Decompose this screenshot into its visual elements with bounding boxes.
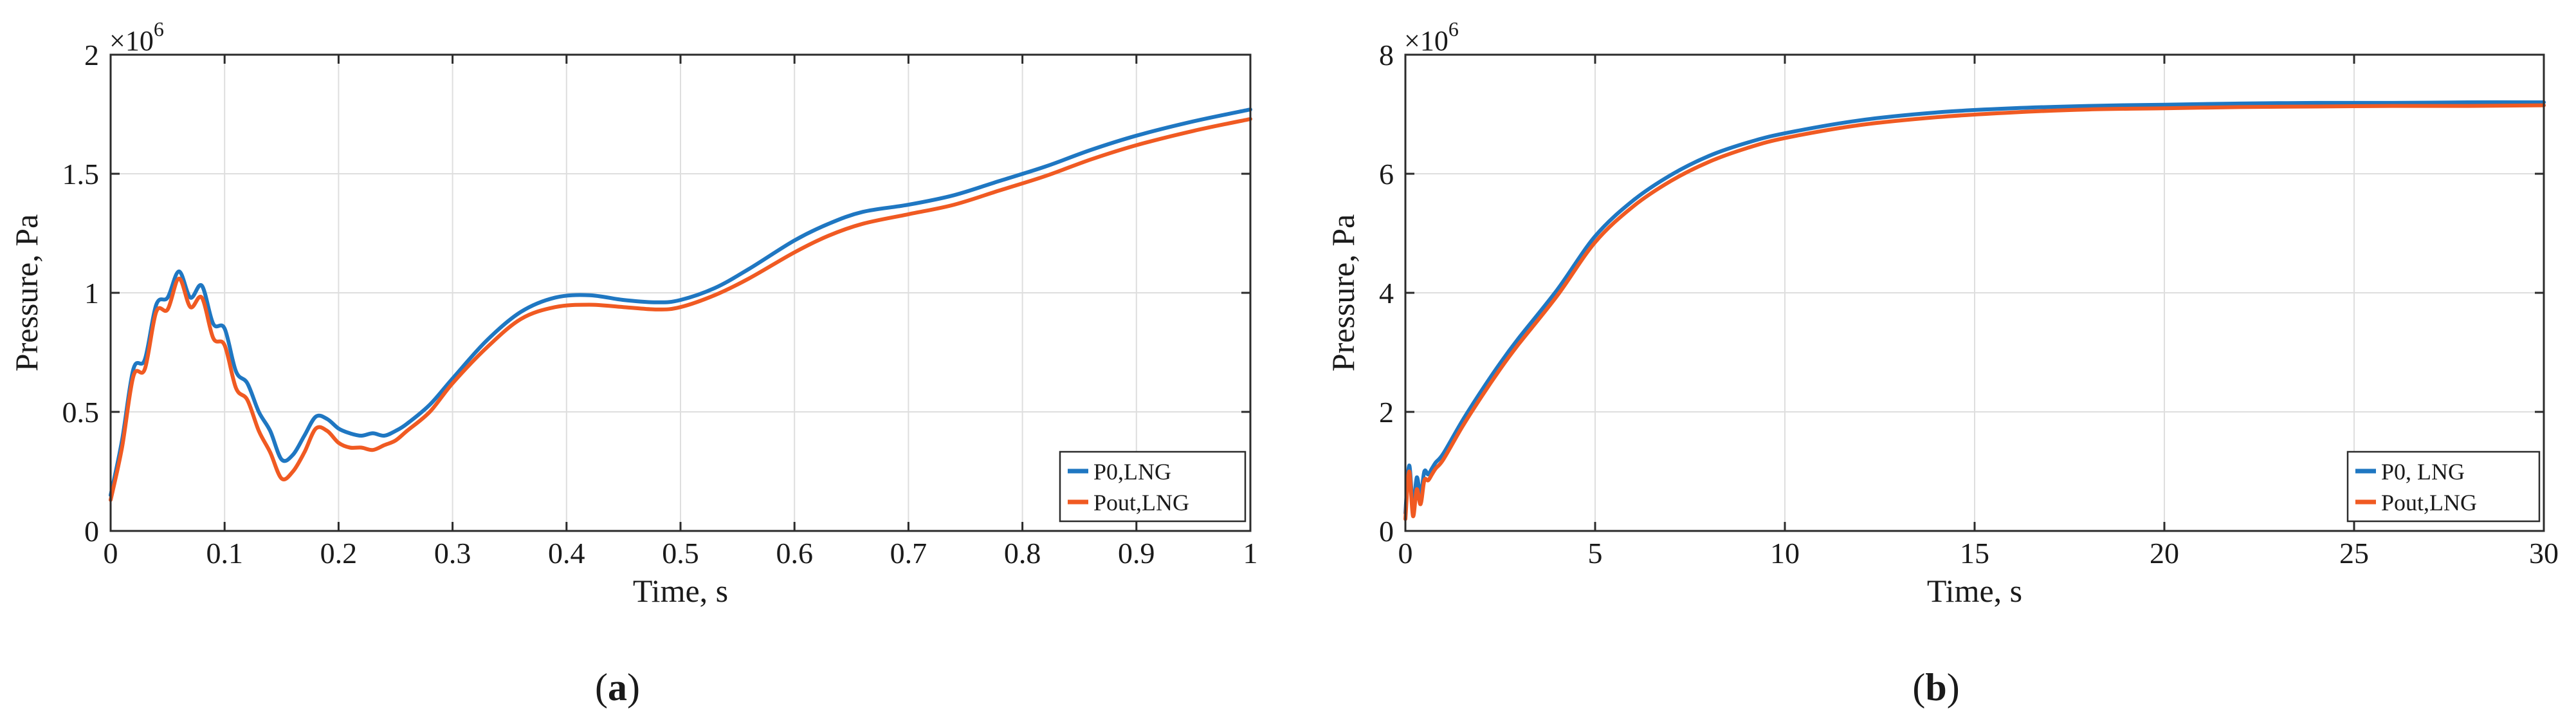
series-group-a — [109, 107, 1252, 502]
y-exponent-base-b: ×10 — [1404, 25, 1448, 57]
plot-frame-a — [109, 53, 1252, 532]
x-tick-label: 0.6 — [776, 537, 813, 570]
y-tick-label: 6 — [1379, 158, 1394, 190]
legend-label-pout-b: Pout,LNG — [2381, 490, 2477, 515]
series-line-p0-a — [109, 107, 1252, 497]
x-tick-label: 25 — [2339, 537, 2369, 570]
y-tick-label: 2 — [1379, 396, 1394, 429]
x-tick-label: 0.5 — [662, 537, 699, 570]
y-tick-label: 1.5 — [62, 158, 100, 190]
x-tick-label: 0.7 — [890, 537, 927, 570]
x-tick-label: 5 — [1588, 537, 1603, 570]
legend-box-a — [1059, 450, 1247, 523]
y-exponent-base-a: ×10 — [109, 25, 154, 57]
x-tick-label: 0.3 — [434, 537, 471, 570]
series-line-p0-b — [1403, 100, 2546, 515]
y-exponent-power-b: 6 — [1448, 17, 1459, 41]
x-tick-label: 0.2 — [320, 537, 358, 570]
caption-open-b: ( — [1912, 666, 1925, 709]
y-tick-labels-a: 0 0.5 1 1.5 2 — [62, 39, 100, 548]
caption-open-a: ( — [595, 666, 608, 709]
legend-box-b — [2346, 450, 2541, 523]
series-group-b — [1403, 100, 2546, 521]
caption-close-a: ) — [627, 666, 640, 709]
y-tick-label: 0 — [84, 515, 99, 548]
legend-b: P0, LNG Pout,LNG — [2346, 450, 2541, 523]
legend-a: P0,LNG Pout,LNG — [1059, 450, 1247, 523]
y-exponent-a: ×106 — [109, 17, 164, 57]
x-tick-label: 0 — [104, 537, 118, 570]
y-tick-labels-b: 0 2 4 6 8 — [1379, 39, 1394, 548]
y-tick-label: 0 — [1379, 515, 1394, 548]
y-tick-label: 4 — [1379, 277, 1394, 310]
x-tick-label: 0.1 — [206, 537, 243, 570]
x-tick-label: 0 — [1398, 537, 1413, 570]
y-tick-label: 2 — [84, 39, 99, 71]
series-line-pout-a — [109, 116, 1252, 502]
y-tick-label: 8 — [1379, 39, 1394, 71]
caption-b: (b) — [1912, 666, 1959, 709]
x-axis-label-b: Time, s — [1927, 573, 2022, 609]
y-axis-label-a: Pressure, Pa — [8, 214, 44, 371]
y-axis-label-b: Pressure, Pa — [1325, 214, 1361, 371]
caption-close-b: ) — [1947, 666, 1960, 709]
series-line-pout-b — [1403, 103, 2546, 521]
y-tick-label: 1 — [84, 277, 99, 310]
legend-label-pout-a: Pout,LNG — [1093, 490, 1189, 515]
x-tick-label: 15 — [1960, 537, 1989, 570]
y-exponent-b: ×106 — [1404, 17, 1459, 57]
caption-letter-a: a — [608, 666, 627, 709]
x-tick-label: 0.9 — [1118, 537, 1155, 570]
x-tick-label: 20 — [2150, 537, 2179, 570]
y-exponent-power-a: 6 — [154, 17, 164, 41]
plot-frame-b — [1404, 53, 2545, 532]
x-axis-label-a: Time, s — [633, 573, 728, 609]
legend-label-p0-b: P0, LNG — [2381, 459, 2465, 485]
x-tick-label: 0.8 — [1004, 537, 1041, 570]
x-tick-label: 30 — [2529, 537, 2559, 570]
x-tick-label: 0.4 — [548, 537, 585, 570]
legend-label-p0-a: P0,LNG — [1093, 459, 1171, 485]
chart-panel-a: 0 0.1 0.2 0.3 0.4 0.5 0.6 0.7 0.8 0.9 1 00.511.52 … — [8, 17, 1258, 709]
x-tick-labels-b: 0 5 10 15 20 25 30 — [1398, 537, 2559, 570]
y-tick-label: 0.5 — [62, 396, 100, 429]
x-tick-labels-a: 0 0.1 0.2 0.3 0.4 0.5 0.6 0.7 0.8 0.9 1 — [104, 537, 1258, 570]
x-tick-label: 1 — [1243, 537, 1258, 570]
caption-letter-b: b — [1925, 666, 1946, 709]
x-tick-label: 10 — [1770, 537, 1800, 570]
caption-a: (a) — [595, 666, 640, 709]
